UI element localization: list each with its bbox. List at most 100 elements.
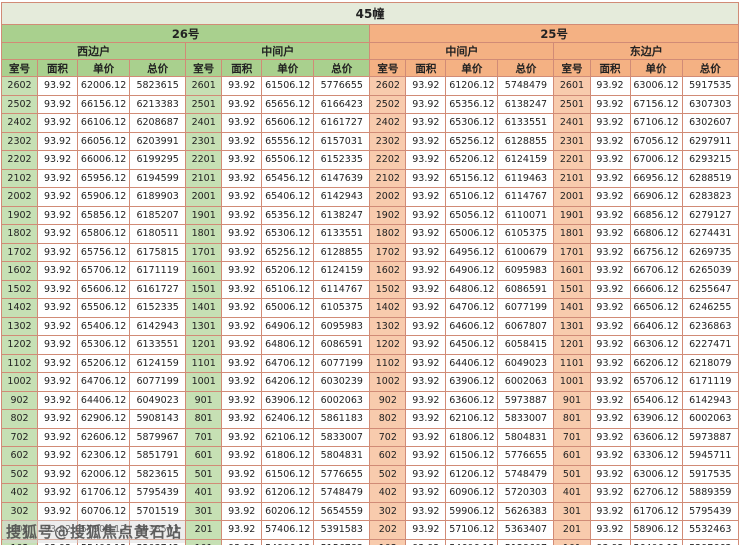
- area-cell: 93.92: [405, 427, 447, 447]
- room-cell: 402: [369, 483, 407, 503]
- area-cell: 93.92: [589, 187, 631, 207]
- unit-price-cell: 62906.12: [77, 409, 131, 429]
- table-row: 2002 93.92 65906.12 6189903 2001 93.92 65406.1…: [0, 187, 740, 207]
- total-price-cell: 6218079: [681, 353, 740, 373]
- area-cell: 93.92: [405, 483, 447, 503]
- total-price-cell: 6128855: [497, 131, 555, 151]
- total-price-cell: 5917535: [681, 464, 740, 484]
- area-cell: 93.92: [221, 353, 263, 373]
- room-cell: 1602: [369, 261, 407, 281]
- area-cell: 93.92: [589, 113, 631, 133]
- total-price-cell: 5851791: [129, 446, 187, 466]
- room-cell: 901: [553, 390, 591, 410]
- total-price-cell: 5908143: [129, 409, 187, 429]
- room-cell: 2401: [185, 113, 223, 133]
- total-price-cell: 5889359: [681, 483, 740, 503]
- room-cell: 401: [553, 483, 591, 503]
- total-price-cell: 6105375: [497, 224, 555, 244]
- unit-price-cell: 64706.12: [445, 298, 499, 318]
- unit-price-cell: 59906.12: [445, 501, 499, 521]
- unit-price-cell: 66156.12: [77, 94, 131, 114]
- unit-price-cell: 65106.12: [445, 187, 499, 207]
- total-price-cell: 6077199: [129, 372, 187, 392]
- total-price-cell: 6203991: [129, 131, 187, 151]
- unit-price-cell: 66306.12: [629, 335, 683, 355]
- room-cell: 202: [369, 520, 407, 540]
- unit-price-cell: 66406.12: [629, 316, 683, 336]
- unit-price-cell: 62106.12: [445, 409, 499, 429]
- area-cell: 93.92: [221, 409, 263, 429]
- unit-price-cell: 62306.12: [77, 446, 131, 466]
- total-price-cell: 6077199: [497, 298, 555, 318]
- unit-price-cell: 65156.12: [445, 168, 499, 188]
- total-price-cell: 6194599: [129, 168, 187, 188]
- column-header-area: 面积: [221, 59, 263, 77]
- area-cell: 93.92: [589, 76, 631, 96]
- room-cell: 1301: [185, 316, 223, 336]
- room-cell: 802: [369, 409, 407, 429]
- room-cell: 402: [0, 483, 39, 503]
- unit-price-cell: 60706.12: [77, 501, 131, 521]
- total-price-cell: 6105375: [313, 298, 371, 318]
- total-price-cell: 6246255: [681, 298, 740, 318]
- room-cell: 1401: [553, 298, 591, 318]
- total-price-cell: 5795439: [681, 501, 740, 521]
- total-price-cell: 6077199: [313, 353, 371, 373]
- unit-price-cell: 65656.12: [261, 94, 315, 114]
- unit-header-west: 西边户: [0, 42, 187, 60]
- total-price-cell: 6157031: [313, 131, 371, 151]
- total-price-cell: 5748479: [313, 483, 371, 503]
- total-price-cell: 6086591: [497, 279, 555, 299]
- unit-price-cell: 58906.12: [629, 520, 683, 540]
- column-header-total-price: 总价: [681, 59, 740, 77]
- total-price-cell: 5879967: [129, 427, 187, 447]
- unit-price-cell: 61706.12: [629, 501, 683, 521]
- unit-price-cell: 62406.12: [261, 409, 315, 429]
- table-row: 702 93.92 62606.12 5879967 701 93.92 62106.12 5…: [0, 427, 740, 447]
- area-cell: 93.92: [405, 168, 447, 188]
- unit-price-cell: 66906.12: [629, 187, 683, 207]
- area-cell: 93.92: [221, 279, 263, 299]
- table-row: 2502 93.92 66156.12 6213383 2501 93.92 65656.1…: [0, 94, 740, 114]
- unit-price-cell: 65206.12: [77, 353, 131, 373]
- unit-header-middle-25: 中间户: [369, 42, 555, 60]
- room-cell: 701: [553, 427, 591, 447]
- room-cell: 501: [553, 464, 591, 484]
- room-cell: 1402: [369, 298, 407, 318]
- total-price-cell: 6199295: [129, 150, 187, 170]
- area-cell: 93.92: [405, 464, 447, 484]
- room-cell: 301: [185, 501, 223, 521]
- total-price-cell: 6058415: [497, 335, 555, 355]
- unit-price-cell: 65456.12: [261, 168, 315, 188]
- area-cell: 93.92: [589, 316, 631, 336]
- total-price-cell: 6180511: [129, 224, 187, 244]
- room-cell: 1901: [553, 205, 591, 225]
- area-cell: 93.92: [405, 94, 447, 114]
- total-price-cell: 5776655: [313, 464, 371, 484]
- area-cell: 93.92: [405, 205, 447, 225]
- room-cell: 902: [0, 390, 39, 410]
- table-row: 1402 93.92 65506.12 6152335 1401 93.92 65006.1…: [0, 298, 740, 318]
- unit-price-cell: 64406.12: [77, 390, 131, 410]
- area-cell: 93.92: [405, 279, 447, 299]
- room-cell: 2201: [553, 150, 591, 170]
- unit-price-cell: 63306.12: [629, 446, 683, 466]
- watermark: 搜狐号@搜狐焦点黄石站: [3, 520, 186, 543]
- total-price-cell: 6002063: [681, 409, 740, 429]
- area-cell: 93.92: [589, 242, 631, 262]
- table-row: 10293.9255406.12520374310193.9254906.125…: [0, 538, 740, 545]
- area-cell: 93.92: [37, 279, 79, 299]
- unit-price-cell: 63906.12: [445, 372, 499, 392]
- total-price-cell: 6269735: [681, 242, 740, 262]
- unit-price-cell: 65406.12: [629, 390, 683, 410]
- table-row: 1902 93.92 65856.12 6185207 1901 93.92 65356.1…: [0, 205, 740, 225]
- room-cell: 2601: [185, 76, 223, 96]
- area-cell: 93.92: [589, 335, 631, 355]
- unit-price-cell: 66956.12: [629, 168, 683, 188]
- unit-price-cell: 64606.12: [445, 316, 499, 336]
- room-cell: 1701: [553, 242, 591, 262]
- unit-price-cell: 62606.12: [77, 427, 131, 447]
- total-price-cell: 6227471: [681, 335, 740, 355]
